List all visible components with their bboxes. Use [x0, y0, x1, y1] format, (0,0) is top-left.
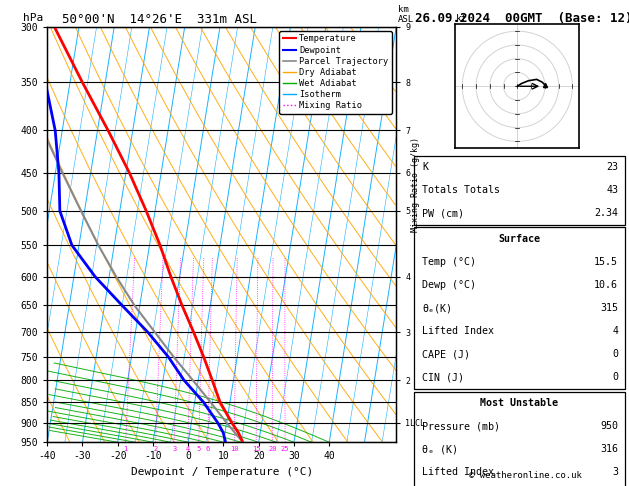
- Text: 5: 5: [197, 446, 201, 451]
- Text: 10.6: 10.6: [594, 280, 618, 290]
- Text: Temp (°C): Temp (°C): [422, 257, 476, 267]
- Text: 0: 0: [612, 349, 618, 359]
- Text: 26.09.2024  00GMT  (Base: 12): 26.09.2024 00GMT (Base: 12): [415, 12, 629, 25]
- Text: 4: 4: [612, 326, 618, 336]
- Text: 4: 4: [186, 446, 190, 451]
- Text: © weatheronline.co.uk: © weatheronline.co.uk: [469, 471, 582, 480]
- Text: 43: 43: [606, 185, 618, 195]
- Text: Totals Totals: Totals Totals: [422, 185, 500, 195]
- Text: 3: 3: [612, 468, 618, 477]
- Text: Mixing Ratio (g/kg): Mixing Ratio (g/kg): [411, 137, 420, 232]
- Text: Dewp (°C): Dewp (°C): [422, 280, 476, 290]
- Text: CIN (J): CIN (J): [422, 372, 464, 382]
- Bar: [414, 156, 625, 225]
- X-axis label: Dewpoint / Temperature (°C): Dewpoint / Temperature (°C): [131, 467, 313, 477]
- Bar: [414, 227, 625, 389]
- Text: Pressure (mb): Pressure (mb): [422, 421, 500, 431]
- Text: CAPE (J): CAPE (J): [422, 349, 470, 359]
- Bar: [414, 392, 625, 486]
- Text: θₑ(K): θₑ(K): [422, 303, 452, 313]
- Text: 2.34: 2.34: [594, 208, 618, 218]
- Text: 6: 6: [206, 446, 210, 451]
- Text: km
ASL: km ASL: [398, 5, 415, 24]
- Text: 10: 10: [230, 446, 238, 451]
- Text: PW (cm): PW (cm): [422, 208, 464, 218]
- Text: 3: 3: [172, 446, 176, 451]
- Text: Lifted Index: Lifted Index: [422, 468, 494, 477]
- Text: Surface: Surface: [498, 234, 540, 244]
- Text: hPa: hPa: [23, 13, 43, 22]
- Text: Lifted Index: Lifted Index: [422, 326, 494, 336]
- Text: 0: 0: [612, 372, 618, 382]
- Text: 1: 1: [123, 446, 128, 451]
- Text: 25: 25: [281, 446, 289, 451]
- Text: 23: 23: [606, 162, 618, 172]
- Text: kt: kt: [455, 14, 467, 24]
- Text: 20: 20: [268, 446, 277, 451]
- Text: 950: 950: [600, 421, 618, 431]
- Text: K: K: [422, 162, 428, 172]
- Text: Most Unstable: Most Unstable: [480, 398, 559, 408]
- Text: 316: 316: [600, 444, 618, 454]
- Text: 50°00'N  14°26'E  331m ASL: 50°00'N 14°26'E 331m ASL: [47, 13, 257, 26]
- Text: 15.5: 15.5: [594, 257, 618, 267]
- Text: θₑ (K): θₑ (K): [422, 444, 459, 454]
- Text: 2: 2: [153, 446, 158, 451]
- Text: 315: 315: [600, 303, 618, 313]
- Text: 15: 15: [252, 446, 260, 451]
- Legend: Temperature, Dewpoint, Parcel Trajectory, Dry Adiabat, Wet Adiabat, Isotherm, Mi: Temperature, Dewpoint, Parcel Trajectory…: [279, 31, 392, 114]
